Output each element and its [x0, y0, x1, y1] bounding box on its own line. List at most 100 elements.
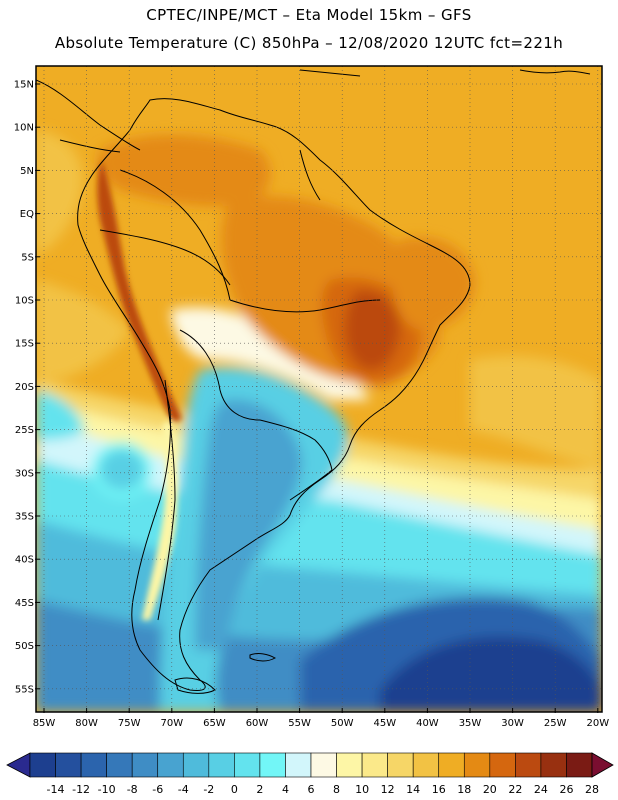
- lon-label: 30W: [501, 718, 524, 729]
- map-frame: [35, 65, 603, 713]
- colorbar-swatch: [157, 752, 184, 778]
- lat-label: 55S: [15, 684, 34, 695]
- lon-label: 20W: [586, 718, 609, 729]
- coastline-central-america: [36, 79, 141, 151]
- colorbar-label: 8: [333, 783, 340, 796]
- lat-label: 5N: [20, 166, 34, 177]
- lat-label: 25S: [15, 425, 34, 436]
- coastline-tierra-del-fuego: [174, 677, 216, 694]
- border-chile-argentina: [157, 379, 176, 621]
- lat-label: 5S: [21, 252, 34, 263]
- lat-label: EQ: [20, 209, 34, 220]
- colorbar-swatch: [80, 752, 107, 778]
- coastline-panama: [59, 139, 121, 153]
- colorbar-swatch: [208, 752, 235, 778]
- field-andes-ridge: [97, 160, 182, 422]
- coastline-caribbean: [299, 69, 361, 77]
- colorbar-label: 10: [355, 783, 369, 796]
- colorbar-label: -12: [72, 783, 90, 796]
- title-line-2: Absolute Temperature (C) 850hPa – 12/08/…: [54, 34, 564, 52]
- lat-label: 50S: [15, 641, 34, 652]
- colorbar-label: 0: [231, 783, 238, 796]
- field-cold-core: [195, 399, 302, 650]
- colorbar-label: -2: [203, 783, 214, 796]
- lat-label: 10S: [15, 296, 34, 307]
- lon-label: 85W: [33, 718, 56, 729]
- colorbar-swatch: [310, 752, 337, 778]
- field-pacific-cool: [36, 390, 85, 440]
- latitude-labels: 15N 10N 5N EQ 5S 10S 15S 20S 25S 30S 35S 40S 45S 50S 5…: [14, 80, 40, 695]
- border-peru-brazil: [99, 229, 231, 286]
- temperature-field: [36, 66, 602, 712]
- colorbar-label: -8: [127, 783, 138, 796]
- lat-label: 30S: [15, 468, 34, 479]
- field-atlantic-warm: [470, 356, 602, 470]
- colorbar-label: 12: [381, 783, 395, 796]
- colorbar-swatch: [131, 752, 159, 778]
- coastline-lesser-antilles: [519, 69, 591, 75]
- lon-label: 65W: [203, 718, 226, 729]
- border-guianas: [299, 149, 321, 201]
- colorbar-label: 18: [457, 783, 471, 796]
- border-bolivia-argentina: [179, 329, 261, 421]
- colorbar-label: 6: [308, 783, 315, 796]
- colorbar-swatch: [55, 752, 82, 778]
- title-line-1: CPTEC/INPE/MCT – Eta Model 15km – GFS: [146, 6, 472, 24]
- colorbar-swatch: [412, 752, 440, 778]
- colorbar-label: 16: [432, 783, 446, 796]
- colorbar-low-arrow: [6, 752, 31, 778]
- lon-label: 50W: [331, 718, 354, 729]
- colorbar-label: 24: [534, 783, 548, 796]
- colorbar-swatch: [259, 752, 286, 778]
- colorbar-label: -6: [152, 783, 163, 796]
- field-pacific-north: [36, 130, 83, 255]
- lat-label: 20S: [15, 382, 34, 393]
- colorbar-swatch: [29, 752, 56, 778]
- lon-label: 40W: [416, 718, 439, 729]
- colorbar-label: -10: [98, 783, 116, 796]
- colorbar-swatch: [106, 752, 133, 778]
- colorbar-label: 26: [559, 783, 573, 796]
- colorbar-swatch: [489, 752, 516, 778]
- lat-label: 35S: [15, 512, 34, 523]
- field-band-minus14: [380, 636, 602, 712]
- field-hottest-core: [345, 290, 400, 370]
- field-andes-south: [142, 420, 178, 620]
- colorbar-swatch: [285, 752, 312, 778]
- lat-label: 45S: [15, 598, 34, 609]
- lon-label: 70W: [160, 718, 183, 729]
- lon-label: 80W: [75, 718, 98, 729]
- colorbar-swatch: [361, 752, 388, 778]
- colorbar-label: 20: [483, 783, 497, 796]
- colorbar-high-arrow: [591, 752, 614, 778]
- lon-label: 35W: [459, 718, 482, 729]
- colorbar-swatch: [234, 752, 261, 778]
- colorbar-swatch: [182, 752, 210, 778]
- lon-label: 55W: [288, 718, 311, 729]
- colorbar-swatch: [387, 752, 414, 778]
- lon-label: 25W: [544, 718, 567, 729]
- colorbar-swatch: [438, 752, 465, 778]
- field-cold-cell-inner: [100, 450, 144, 490]
- colorbar-label: 22: [508, 783, 522, 796]
- lat-label: 40S: [15, 555, 34, 566]
- coastline-falklands: [249, 653, 277, 662]
- colorbar-label: 4: [282, 783, 289, 796]
- field-cool-transition: [170, 307, 370, 400]
- border-brazil-bolivia: [229, 299, 381, 313]
- colorbar-label: -4: [178, 783, 189, 796]
- lon-label: 60W: [246, 718, 269, 729]
- lon-label: 75W: [118, 718, 141, 729]
- lat-label: 10N: [14, 123, 34, 134]
- colorbar-label: 14: [406, 783, 420, 796]
- field-warm-northeast: [391, 237, 475, 330]
- longitude-labels: 85W 80W 75W 70W 65W 60W 55W 50W 45W 40W 35W 30W 25W 2…: [33, 708, 609, 729]
- lat-label: 15N: [14, 80, 34, 91]
- lat-label: 15S: [15, 339, 34, 350]
- border-paraguay-argentina: [259, 419, 333, 471]
- lon-label: 45W: [373, 718, 396, 729]
- colorbar: -14 -12 -10 -8 -6 -4 -2 0 2 4 6 8 10 12 14 16 18 20 22 24 26…: [6, 752, 614, 796]
- coastline-south-america: [77, 98, 471, 691]
- colorbar-swatch: [463, 752, 491, 778]
